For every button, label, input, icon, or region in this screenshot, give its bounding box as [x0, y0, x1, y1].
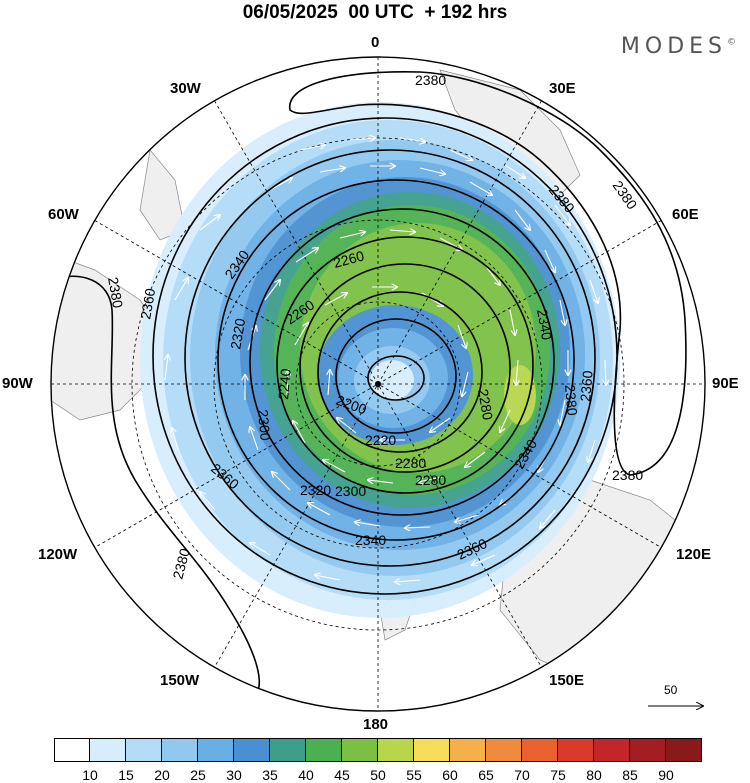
colorbar-tick-label: 55	[406, 767, 422, 783]
colorbar-swatch	[666, 738, 702, 762]
lon-label-60w: 60W	[48, 206, 79, 223]
colorbar-swatch	[270, 738, 306, 762]
contour-label: 2320	[300, 482, 331, 498]
colorbar-tick-label: 80	[586, 767, 602, 783]
colorbar-tick-label: 70	[514, 767, 530, 783]
polar-map: 2380 2380 2380 2380 2380 2380 2380 2360 …	[50, 56, 706, 712]
contour-label: 2340	[355, 532, 386, 548]
contour-label: 2280	[415, 472, 446, 488]
contour-label: 2300	[255, 409, 274, 442]
colorbar-tick-label: 90	[658, 767, 674, 783]
wind-speed-shading	[140, 102, 620, 618]
lon-label-30e: 30E	[549, 80, 576, 97]
colorbar-tick-label: 75	[550, 767, 566, 783]
colorbar-tick-label: 10	[82, 767, 98, 783]
lon-label-180: 180	[363, 716, 389, 733]
colorbar-tick-label: 60	[442, 767, 458, 783]
colorbar-swatch	[342, 738, 378, 762]
lon-label-90e: 90E	[712, 375, 739, 392]
colorbar-swatch	[198, 738, 234, 762]
contour-label: 2340	[534, 308, 555, 342]
contour-label: 2220	[365, 432, 396, 448]
height-contours	[51, 71, 687, 701]
contour-label: 2380	[169, 546, 193, 580]
colorbar-tick-label: 35	[262, 767, 278, 783]
lon-label-120e: 120E	[676, 546, 712, 563]
contour-label: 2300	[335, 483, 366, 499]
colorbar-swatch	[414, 738, 450, 762]
colorbar-swatch	[54, 738, 90, 762]
colorbar-tick-label: 45	[334, 767, 350, 783]
colorbar-swatch	[306, 738, 342, 762]
contour-label: 2320	[227, 317, 248, 351]
contour-label: 2260	[332, 247, 366, 271]
map-title: 06/05/2025 00 UTC + 192 hrs	[242, 2, 508, 23]
lon-label-0: 0	[371, 34, 380, 51]
colorbar-swatch	[486, 738, 522, 762]
colorbar-swatch	[378, 738, 414, 762]
colorbar-tick-label: 25	[190, 767, 206, 783]
contour-label: 2360	[577, 370, 596, 403]
colorbar-tick-label: 30	[226, 767, 242, 783]
wind-vectors	[165, 138, 606, 582]
lon-label-150w: 150W	[160, 672, 200, 689]
contour-label: 2360	[137, 287, 158, 321]
contour-label: 2380	[612, 467, 643, 483]
colorbar-swatch	[558, 738, 594, 762]
lon-label-60e: 60E	[672, 206, 699, 223]
colorbar-swatch	[162, 738, 198, 762]
map-border	[50, 56, 706, 712]
colorbar-tick-label: 40	[298, 767, 314, 783]
colorbar-swatch	[234, 738, 270, 762]
colorbar-tick-label: 20	[154, 767, 170, 783]
colorbar-swatch	[522, 738, 558, 762]
lon-label-90w: 90W	[2, 375, 33, 392]
contour-label: 2380	[415, 72, 446, 88]
contour-label: 2280	[475, 388, 496, 422]
colorbar-swatch	[594, 738, 630, 762]
colorbar-tick-label: 15	[118, 767, 134, 783]
contour-label: 2280	[395, 455, 426, 471]
lon-label-120w: 120W	[38, 546, 78, 563]
contour-label: 2380	[562, 384, 581, 417]
colorbar	[54, 738, 702, 762]
modes-logo: MODES©	[620, 34, 736, 59]
colorbar-swatch	[126, 738, 162, 762]
colorbar-tick-label: 50	[370, 767, 386, 783]
reference-vector-label: 50	[664, 683, 678, 697]
lon-label-150e: 150E	[549, 672, 585, 689]
colorbar-swatch	[630, 738, 666, 762]
colorbar-tick-label: 85	[622, 767, 638, 783]
colorbar-swatch	[450, 738, 486, 762]
colorbar-swatch	[90, 738, 126, 762]
contour-label: 2380	[105, 276, 126, 310]
colorbar-tick-label: 65	[478, 767, 494, 783]
lon-label-30w: 30W	[170, 80, 201, 97]
contour-label: 2240	[275, 368, 294, 401]
